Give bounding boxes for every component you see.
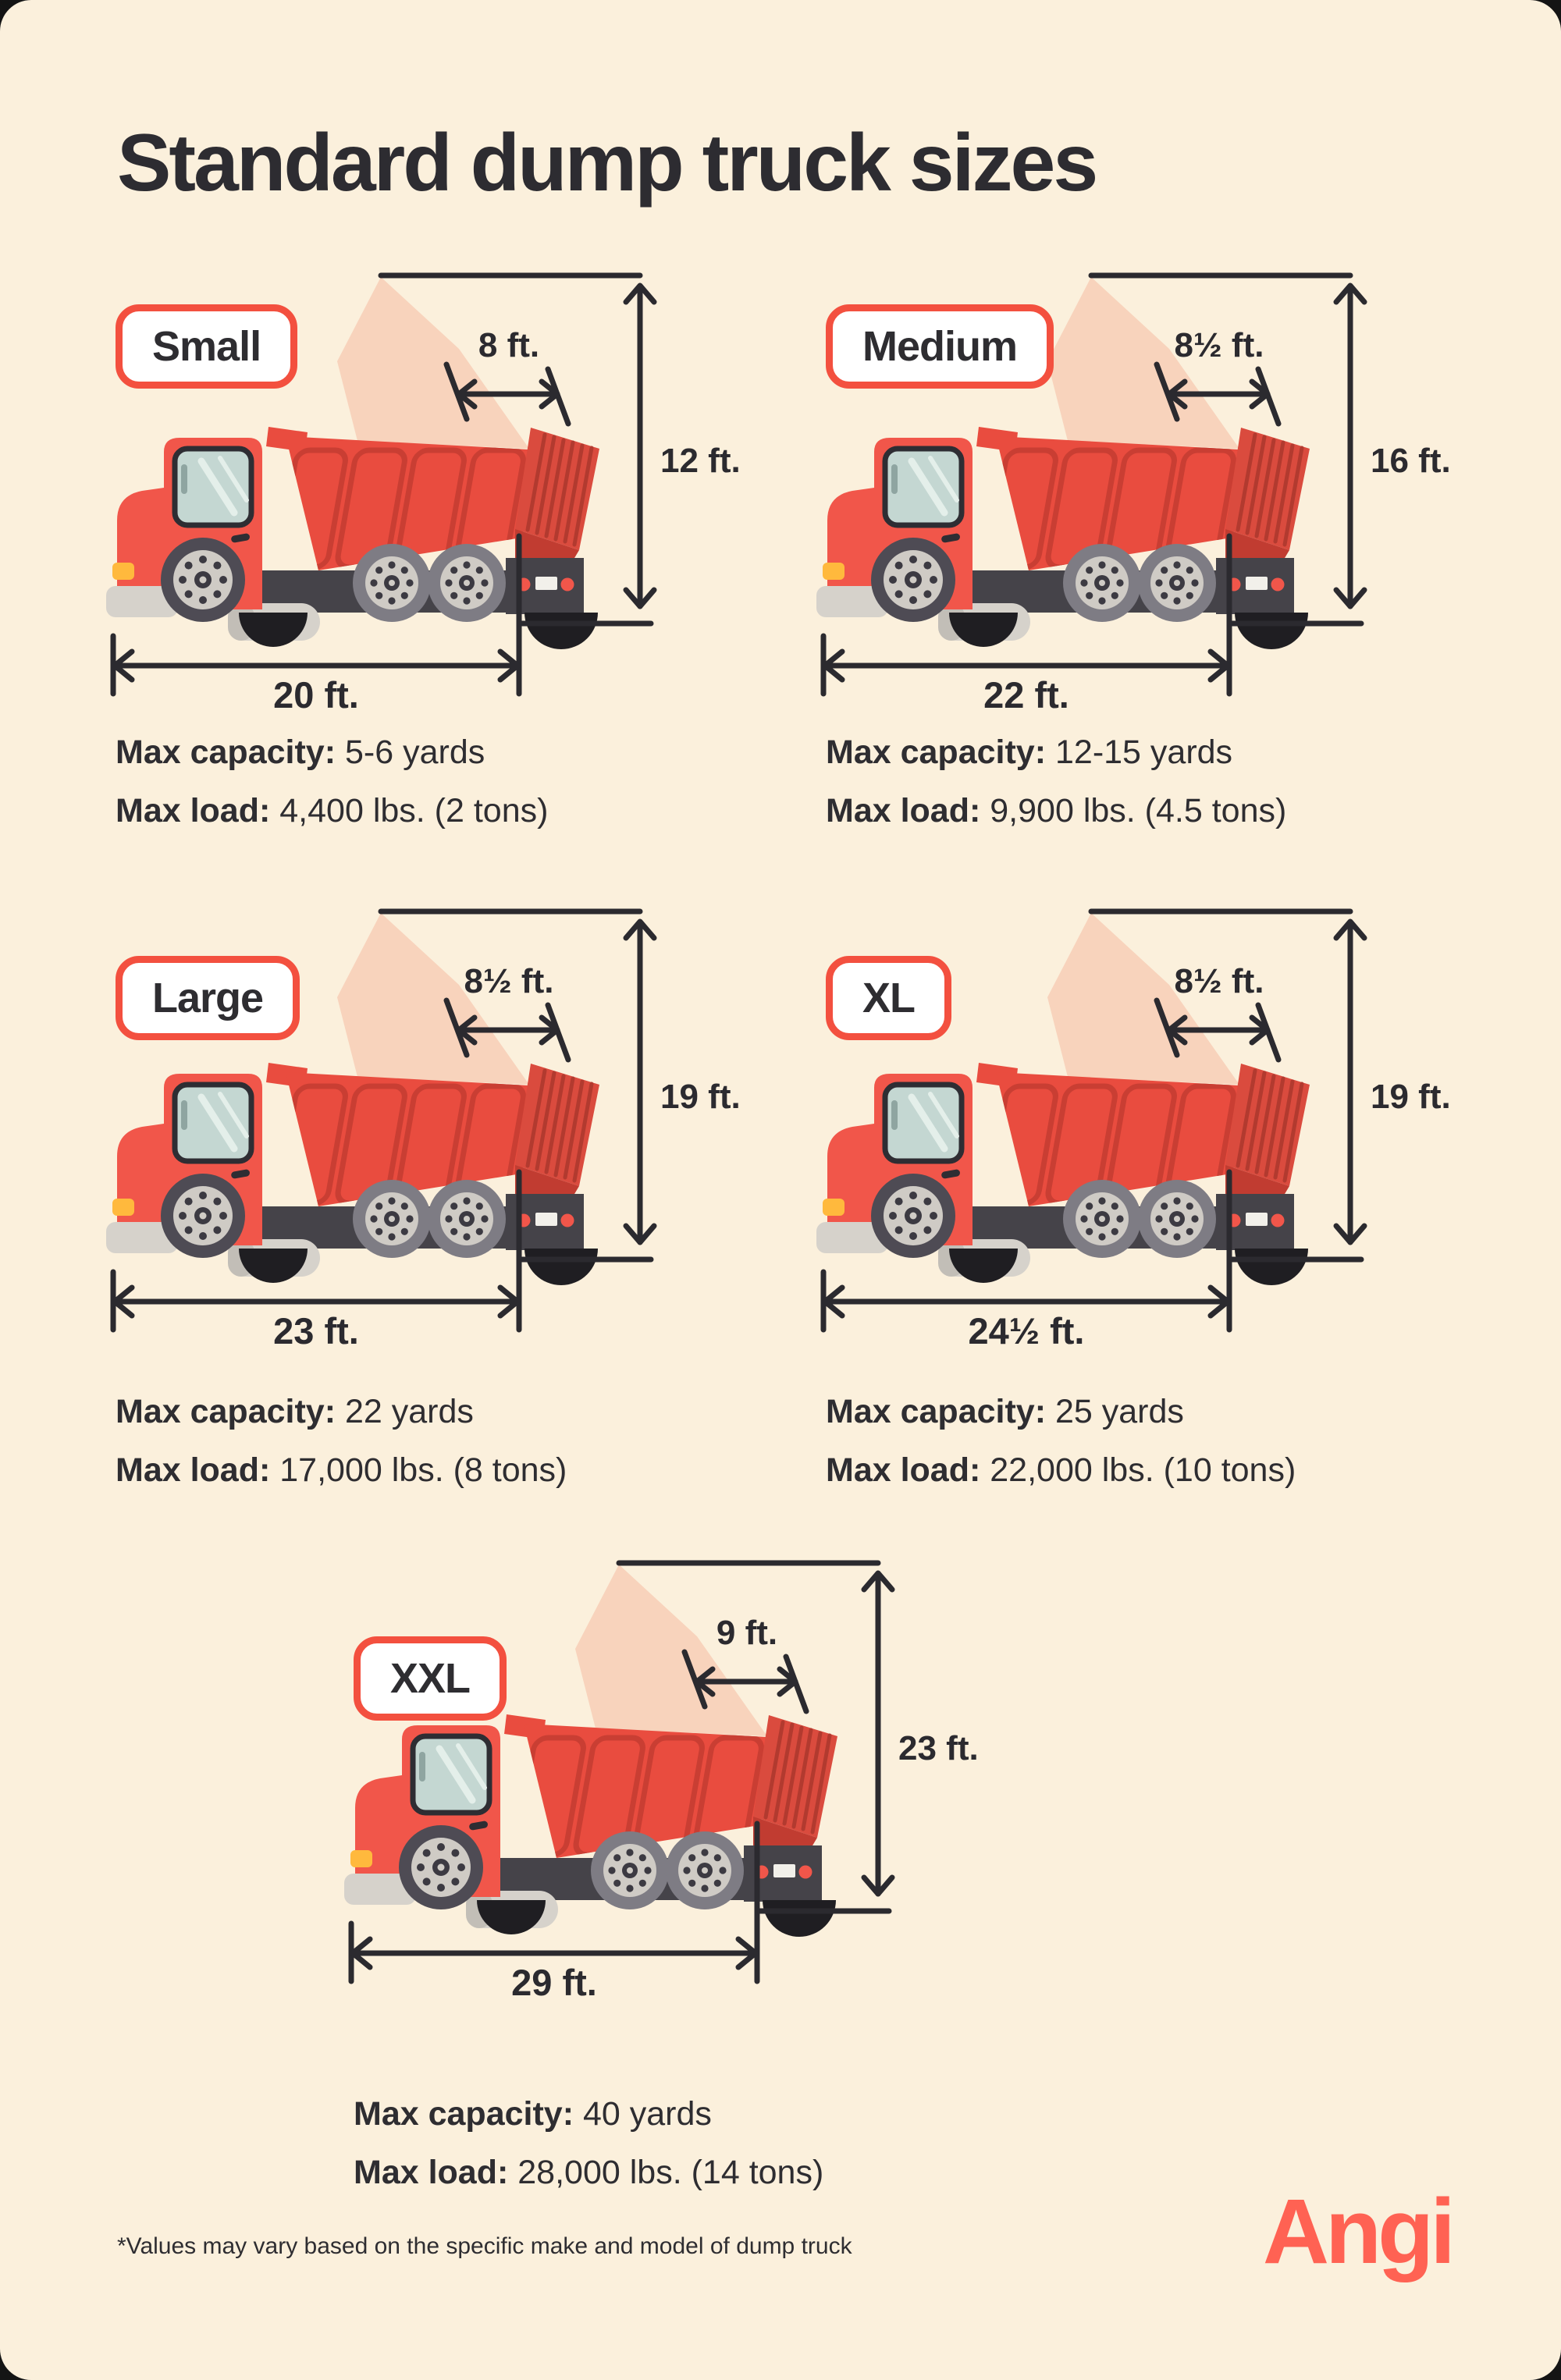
disclaimer-footnote: *Values may vary based on the specific m… (117, 2233, 852, 2259)
max-capacity-label: Max capacity: (826, 734, 1047, 771)
max-capacity-value: 5-6 yards (344, 734, 485, 771)
size-badge-xl: XL (826, 956, 952, 1040)
max-capacity-label: Max capacity: (354, 2095, 574, 2133)
length-dimension: 20 ft. (273, 674, 359, 716)
max-capacity-line: Max capacity: 25 yards (826, 1393, 1296, 1431)
length-dimension: 23 ft. (273, 1310, 359, 1352)
max-capacity-label: Max capacity: (116, 734, 336, 771)
max-load-line: Max load: 22,000 lbs. (10 tons) (826, 1451, 1296, 1490)
length-dimension: 24½ ft. (969, 1310, 1085, 1352)
size-badge-small: Small (116, 304, 298, 389)
max-capacity-value: 22 yards (344, 1393, 474, 1430)
bed-width-dimension: 8½ ft. (1175, 326, 1264, 364)
bed-width-dimension: 8½ ft. (1175, 962, 1264, 1000)
truck-figure-xl: 8½ ft. 19 ft. 24½ ft. (804, 897, 1451, 1352)
angi-logo: Angi (1262, 2180, 1456, 2283)
max-capacity-label: Max capacity: (116, 1393, 336, 1430)
stats: Max capacity: 12-15 yards Max load: 9,90… (826, 734, 1286, 851)
stats: Max capacity: 5-6 yards Max load: 4,400 … (116, 734, 548, 851)
max-capacity-line: Max capacity: 5-6 yards (116, 734, 548, 772)
max-load-value: 28,000 lbs. (14 tons) (517, 2154, 824, 2191)
size-badge-medium: Medium (826, 304, 1054, 389)
height-dimension: 19 ft. (1371, 1078, 1451, 1116)
bed-width-dimension: 9 ft. (716, 1614, 777, 1652)
section-small: Small 8 ft. 12 ft. 20 ft. Max capacity: … (94, 261, 780, 854)
height-dimension: 12 ft. (660, 442, 741, 480)
max-capacity-line: Max capacity: 22 yards (116, 1393, 567, 1431)
section-large: Large 8½ ft. 19 ft. 23 ft. Max capacity:… (94, 897, 780, 1490)
truck-figure-xxl: 9 ft. 23 ft. 29 ft. (332, 1549, 979, 2003)
max-capacity-label: Max capacity: (826, 1393, 1047, 1430)
max-load-value: 9,900 lbs. (4.5 tons) (990, 792, 1287, 829)
page-title: Standard dump truck sizes (117, 118, 1098, 208)
max-capacity-value: 12-15 yards (1054, 734, 1233, 771)
max-capacity-line: Max capacity: 40 yards (354, 2095, 823, 2133)
max-load-value: 22,000 lbs. (10 tons) (990, 1451, 1296, 1489)
max-load-value: 17,000 lbs. (8 tons) (279, 1451, 567, 1489)
max-load-line: Max load: 9,900 lbs. (4.5 tons) (826, 792, 1286, 830)
section-xl: XL 8½ ft. 19 ft. 24½ ft. Max capacity: 2… (804, 897, 1491, 1490)
max-load-line: Max load: 4,400 lbs. (2 tons) (116, 792, 548, 830)
max-capacity-value: 25 yards (1054, 1393, 1184, 1430)
height-dimension: 23 ft. (898, 1729, 979, 1767)
length-dimension: 22 ft. (983, 674, 1069, 716)
bed-width-dimension: 8½ ft. (464, 962, 554, 1000)
max-load-line: Max load: 17,000 lbs. (8 tons) (116, 1451, 567, 1490)
stats: Max capacity: 25 yards Max load: 22,000 … (826, 1393, 1296, 1510)
size-badge-large: Large (116, 956, 300, 1040)
max-load-label: Max load: (116, 1451, 271, 1489)
truck-figure-medium: 8½ ft. 16 ft. 22 ft. (804, 261, 1451, 716)
section-medium: Medium 8½ ft. 16 ft. 22 ft. Max capacity… (804, 261, 1491, 854)
stats: Max capacity: 40 yards Max load: 28,000 … (354, 2095, 823, 2212)
max-load-label: Max load: (116, 792, 271, 829)
bed-width-dimension: 8 ft. (478, 326, 539, 364)
max-load-label: Max load: (826, 1451, 981, 1489)
size-badge-xxl: XXL (354, 1636, 507, 1721)
max-load-line: Max load: 28,000 lbs. (14 tons) (354, 2154, 823, 2192)
truck-figure-large: 8½ ft. 19 ft. 23 ft. (94, 897, 741, 1352)
truck-figure-small: 8 ft. 12 ft. 20 ft. (94, 261, 741, 716)
section-xxl: XXL 9 ft. 23 ft. 29 ft. Max capacity: 40… (332, 1549, 1019, 2191)
height-dimension: 19 ft. (660, 1078, 741, 1116)
max-load-label: Max load: (826, 792, 981, 829)
length-dimension: 29 ft. (511, 1962, 597, 2003)
height-dimension: 16 ft. (1371, 442, 1451, 480)
max-capacity-value: 40 yards (582, 2095, 712, 2133)
max-load-label: Max load: (354, 2154, 509, 2191)
stats: Max capacity: 22 yards Max load: 17,000 … (116, 1393, 567, 1510)
max-capacity-line: Max capacity: 12-15 yards (826, 734, 1286, 772)
max-load-value: 4,400 lbs. (2 tons) (279, 792, 549, 829)
